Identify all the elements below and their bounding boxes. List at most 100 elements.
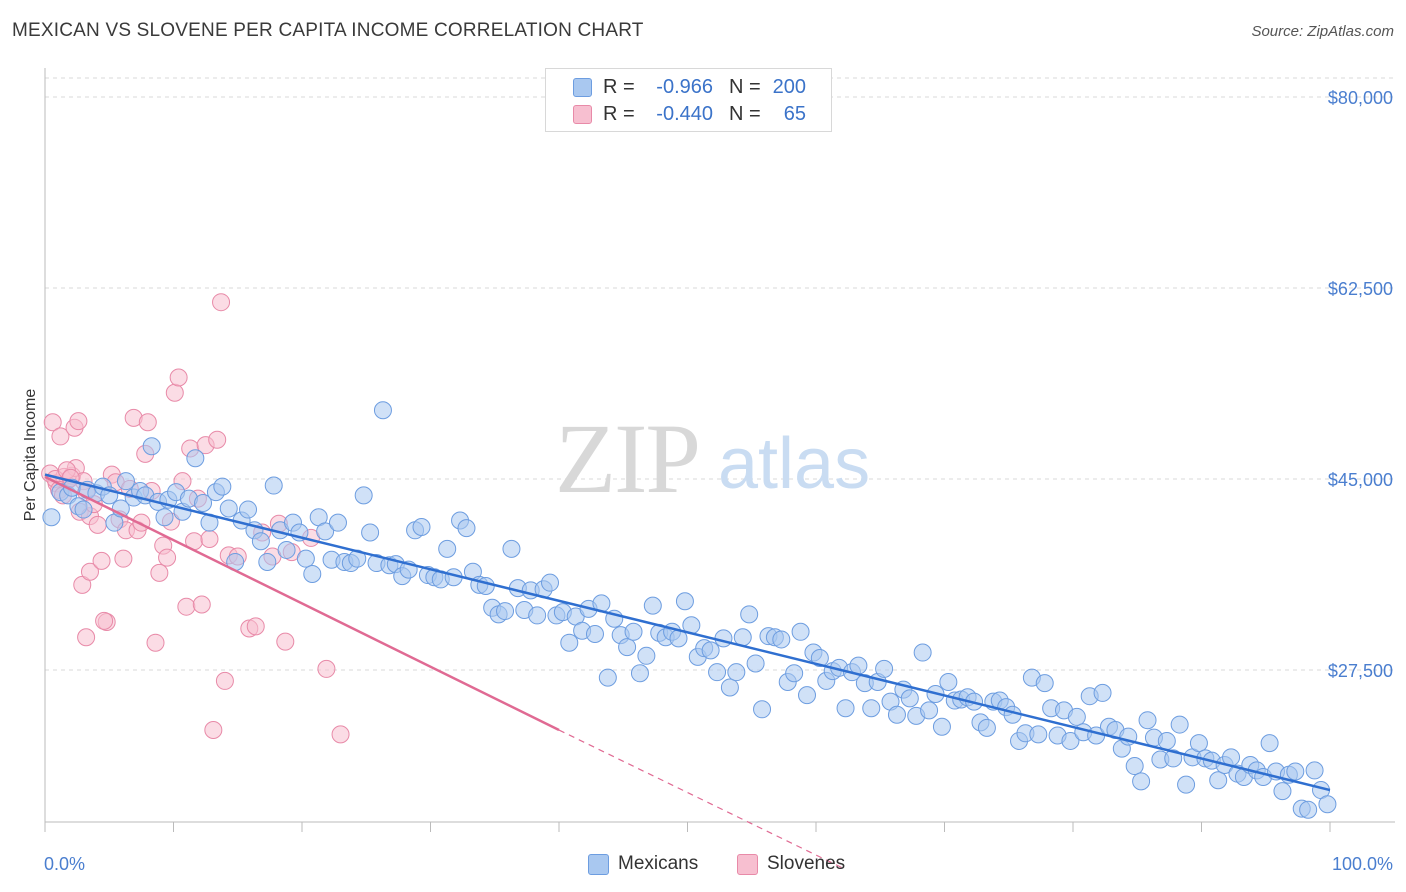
x-tick-label: 0.0% [44, 854, 85, 874]
mexican-point [630, 664, 649, 683]
slovene-point [208, 430, 227, 449]
chart-title: MEXICAN VS SLOVENE PER CAPITA INCOME COR… [12, 20, 644, 41]
legend-row-mexicans: R = -0.966 N = 200 [546, 74, 831, 101]
mexican-point [496, 602, 515, 621]
bottom-legend-swatch-pink [737, 854, 758, 875]
mexican-point [502, 539, 521, 558]
mexican-point [1189, 734, 1208, 753]
mexican-point [740, 605, 759, 624]
mexican-point [785, 664, 804, 683]
mexican-point [1067, 707, 1086, 726]
mexican-point [887, 705, 906, 724]
slovene-point [88, 515, 107, 534]
bottom-legend-label: Mexicans [618, 853, 699, 874]
bottom-legend-swatch-blue [588, 854, 609, 875]
mexican-point [438, 539, 457, 558]
mexican-point [1286, 762, 1305, 781]
mexican-point [836, 699, 855, 718]
slovene-point [80, 562, 99, 581]
legend-r-value: -0.966 [656, 76, 713, 98]
slovene-point [95, 611, 114, 630]
legend-r-value: -0.440 [656, 103, 713, 125]
mexican-point [457, 519, 476, 538]
watermark: ZIP atlas [555, 403, 870, 514]
y-tick-label: $27,500 [1328, 661, 1393, 681]
legend: R = -0.966 N = 200 R = -0.440 N = 65 [545, 68, 832, 132]
mexican-point [1299, 800, 1318, 819]
slovene-point [215, 671, 234, 690]
mexican-point [727, 663, 746, 682]
mexican-point [541, 573, 560, 592]
mexican-point [194, 494, 213, 513]
mexican-point [939, 673, 958, 692]
mexican-point [42, 508, 61, 527]
mexican-point [74, 500, 93, 519]
slovene-point [276, 632, 295, 651]
mexican-point [708, 663, 727, 682]
legend-r-label: R = [603, 103, 635, 125]
mexican-point [637, 646, 656, 665]
mexican-point [116, 472, 135, 491]
slovene-point [212, 293, 231, 312]
mexican-point [920, 701, 939, 720]
mexican-point [810, 648, 829, 667]
y-tick-label: $62,500 [1328, 279, 1393, 299]
mexican-point [1035, 674, 1054, 693]
slovene-point [158, 548, 177, 567]
mexican-point [219, 499, 238, 518]
slovene-point [177, 597, 196, 616]
mexican-point [753, 700, 772, 719]
y-tick-label: $80,000 [1328, 88, 1393, 108]
legend-swatch-blue [573, 78, 592, 97]
slovene-point [200, 530, 219, 549]
mexican-point [560, 633, 579, 652]
mexican-point [1164, 749, 1183, 768]
legend-n-label: N = [729, 76, 761, 98]
slovene-point [51, 427, 70, 446]
mexican-point [186, 449, 205, 468]
trend-lines [44, 473, 1331, 869]
legend-swatch-pink [573, 105, 592, 124]
mexican-point [296, 549, 315, 568]
mexican-point [213, 477, 232, 496]
legend-n-value: 65 [783, 103, 806, 125]
mexican-point [1061, 731, 1080, 750]
watermark-zip: ZIP [555, 403, 699, 514]
mexican-point [361, 523, 380, 542]
bottom-legend-label: Slovenes [767, 853, 846, 874]
slovene-point [146, 633, 165, 652]
mexican-point [932, 717, 951, 736]
mexican-point [598, 668, 617, 687]
slovene-point [77, 628, 96, 647]
mexican-point [1132, 772, 1151, 791]
mexicans-points [42, 401, 1337, 819]
mexican-point [476, 576, 495, 595]
slovene-point [246, 617, 265, 636]
mexican-point [746, 654, 765, 673]
mexican-point [373, 401, 392, 420]
mexican-point [412, 518, 431, 537]
mexican-point [977, 718, 996, 737]
mexican-point [701, 641, 720, 660]
slovenes-trend-line [44, 475, 560, 732]
slovene-point [331, 725, 350, 744]
mexican-point [714, 629, 733, 648]
bottom-legend: Mexicans Slovenes [0, 852, 1406, 876]
mexican-point [798, 686, 817, 705]
mexican-point [155, 508, 174, 527]
mexican-point [913, 643, 932, 662]
mexican-point [1260, 734, 1279, 753]
slovene-point [150, 563, 169, 582]
legend-row-slovenes: R = -0.440 N = 65 [546, 101, 831, 128]
slovene-point [169, 368, 188, 387]
mexican-point [875, 659, 894, 678]
slovene-point [165, 383, 184, 402]
mexican-point [264, 476, 283, 495]
legend-n-label: N = [729, 103, 761, 125]
mexican-point [303, 564, 322, 583]
slovene-point [114, 549, 133, 568]
mexican-point [618, 638, 637, 657]
mexican-point [1177, 775, 1196, 794]
mexican-point [862, 699, 881, 718]
